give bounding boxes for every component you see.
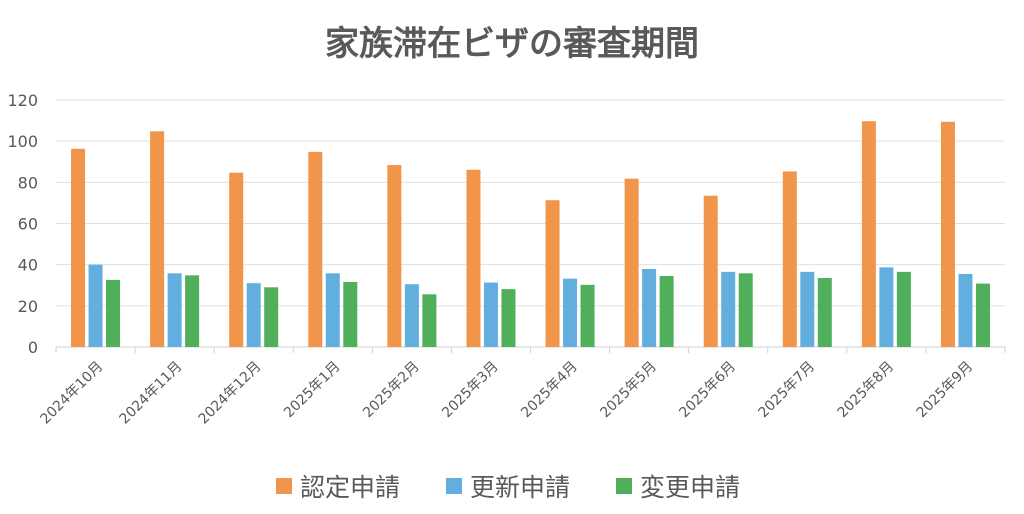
x-tick-label: 2025年9月 <box>914 359 977 422</box>
bar-3-6 <box>501 289 516 347</box>
bar-2-3 <box>246 283 261 347</box>
bar-1-10 <box>782 171 797 347</box>
bar-3-3 <box>264 287 279 347</box>
bar-1-9 <box>703 195 718 347</box>
bar-3-7 <box>580 284 595 347</box>
y-tick-label: 20 <box>18 297 38 316</box>
bar-1-5 <box>387 165 402 347</box>
y-tick-label: 120 <box>7 91 38 110</box>
bar-3-5 <box>422 294 437 347</box>
x-axis-ticks: 2024年10月 2024年11月 2024年12月 2025年1月 2025年2月 20… <box>37 347 1006 428</box>
bar-1-8 <box>624 178 639 347</box>
legend-label-2: 更新申請 <box>470 473 570 502</box>
y-tick-label: 60 <box>18 215 38 234</box>
bar-1-7 <box>545 200 560 347</box>
bar-2-6 <box>483 282 498 347</box>
x-tick-label: 2025年3月 <box>439 359 502 422</box>
bar-3-10 <box>817 278 832 347</box>
x-tick-label: 2025年5月 <box>597 359 660 422</box>
y-tick-label: 40 <box>18 256 38 275</box>
x-tick-label: 2025年1月 <box>281 359 344 422</box>
x-tick-label: 2025年8月 <box>835 359 898 422</box>
bar-1-12 <box>940 121 955 348</box>
y-tick-label: 80 <box>18 173 38 192</box>
bars <box>71 121 990 348</box>
bar-1-11 <box>861 121 876 347</box>
y-axis-ticks: 0 20 40 60 80 100 120 <box>7 91 38 357</box>
bar-2-10 <box>800 271 815 347</box>
legend-label-1: 認定申請 <box>300 473 400 502</box>
bar-2-1 <box>88 264 103 347</box>
bar-1-6 <box>466 169 481 347</box>
bar-2-8 <box>642 268 657 347</box>
bar-3-11 <box>896 271 911 347</box>
x-tick-label: 2024年11月 <box>117 359 186 428</box>
bar-2-7 <box>563 278 578 347</box>
bar-3-1 <box>106 279 121 347</box>
x-tick-label: 2025年2月 <box>360 359 423 422</box>
legend-swatch-2 <box>446 478 462 494</box>
bar-2-9 <box>721 271 736 347</box>
bar-3-9 <box>738 273 753 347</box>
gridlines <box>56 99 1005 348</box>
y-tick-label: 0 <box>28 338 38 357</box>
x-tick-label: 2024年10月 <box>37 359 106 428</box>
bar-3-2 <box>185 275 200 347</box>
bar-2-11 <box>879 267 894 347</box>
bar-1-4 <box>308 151 323 347</box>
x-tick-label: 2025年7月 <box>756 359 819 422</box>
x-tick-label: 2025年4月 <box>518 359 581 422</box>
x-tick-label: 2025年6月 <box>676 359 739 422</box>
legend-label-3: 変更申請 <box>640 473 740 502</box>
bar-2-12 <box>958 273 973 347</box>
bar-3-4 <box>343 281 358 347</box>
bar-3-12 <box>975 283 990 347</box>
bar-3-8 <box>659 275 674 347</box>
bar-1-1 <box>71 148 86 347</box>
bar-1-2 <box>150 131 165 347</box>
y-tick-label: 100 <box>7 132 38 151</box>
bar-2-4 <box>325 273 340 347</box>
x-tick-label: 2024年12月 <box>196 359 265 428</box>
bar-1-3 <box>229 172 244 347</box>
bar-2-2 <box>167 273 182 347</box>
bar-2-5 <box>404 284 419 347</box>
chart-title: 家族滞在ビザの審査期間 <box>325 24 699 64</box>
legend-swatch-1 <box>276 478 292 494</box>
legend-swatch-3 <box>616 478 632 494</box>
legend: 認定申請 更新申請 変更申請 <box>276 473 740 502</box>
